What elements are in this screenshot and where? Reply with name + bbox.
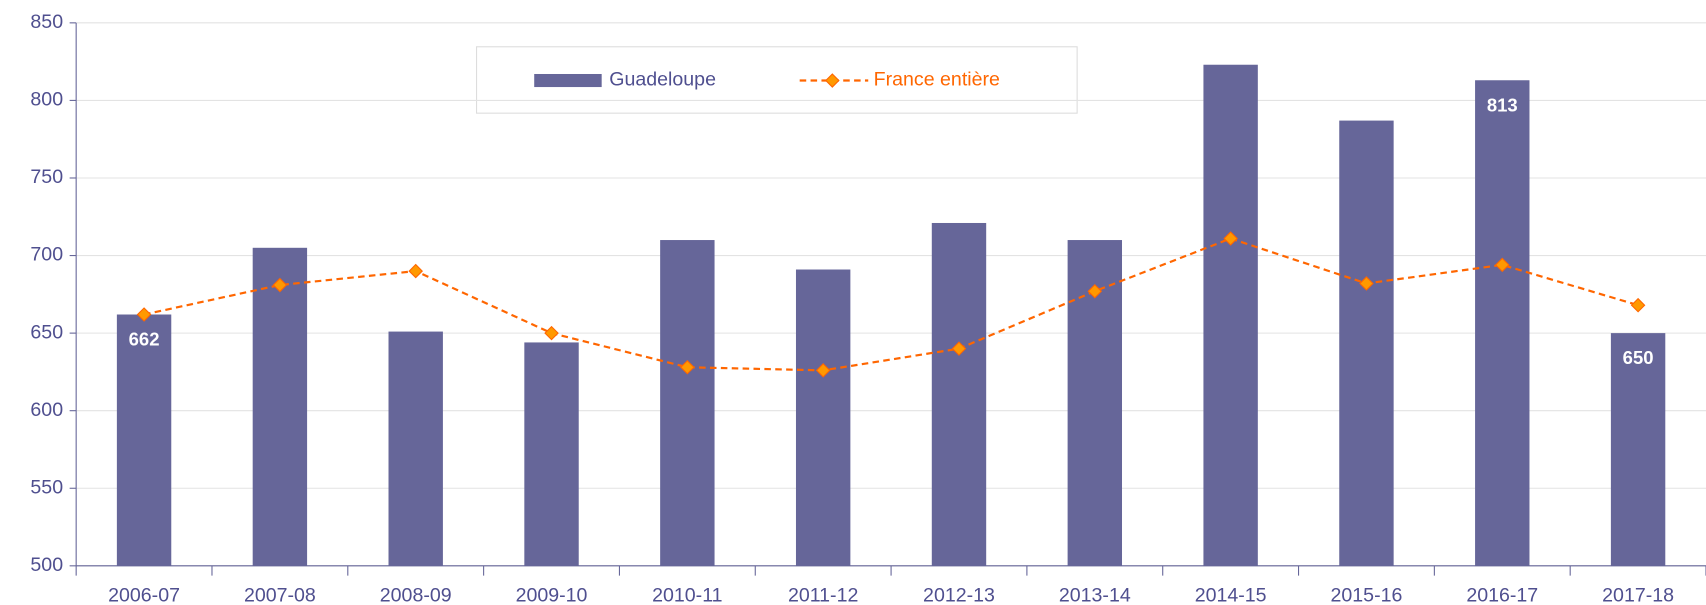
legend-label: France entière — [874, 69, 1000, 91]
legend-marker — [825, 73, 840, 88]
marker — [408, 263, 424, 279]
y-tick-label: 550 — [30, 476, 63, 498]
x-tick-label: 2014-15 — [1195, 584, 1267, 605]
data-label: 813 — [1487, 94, 1518, 115]
y-tick-label: 800 — [30, 89, 63, 111]
y-tick-label: 650 — [30, 321, 63, 343]
bar — [524, 342, 579, 566]
x-tick-label: 2013-14 — [1059, 584, 1131, 605]
marker — [1359, 276, 1374, 291]
marker — [1630, 297, 1646, 313]
x-tick-label: 2011-12 — [788, 584, 858, 605]
marker — [1087, 283, 1103, 299]
marker — [1494, 257, 1510, 273]
legend-label: Guadeloupe — [609, 69, 716, 91]
bar — [1203, 64, 1258, 566]
marker — [136, 307, 152, 322]
bar — [1475, 80, 1530, 566]
bar — [116, 314, 172, 566]
marker — [544, 325, 559, 341]
bar — [795, 269, 851, 566]
x-tick-label: 2012-13 — [923, 584, 995, 605]
x-tick-label: 2015-16 — [1331, 584, 1403, 605]
line — [143, 237, 1639, 372]
marker — [815, 363, 831, 378]
marker — [272, 277, 288, 293]
bar — [252, 247, 308, 566]
marker — [1223, 231, 1238, 246]
x-tick-label: 2016-17 — [1466, 584, 1538, 605]
bar — [660, 240, 715, 566]
x-tick-label: 2008-09 — [380, 584, 452, 605]
x-tick-label: 2010-11 — [652, 584, 722, 605]
x-tick-label: 2006-07 — [108, 584, 180, 605]
y-tick-label: 500 — [30, 554, 63, 576]
bar — [1339, 120, 1394, 566]
x-tick-label: 2009-10 — [516, 584, 588, 605]
data-label: 662 — [129, 329, 160, 350]
marker — [680, 359, 695, 375]
y-tick-label: 850 — [30, 11, 63, 33]
x-tick-label: 2017-18 — [1602, 584, 1674, 605]
bar — [931, 222, 987, 566]
y-tick-label: 700 — [30, 244, 63, 266]
y-tick-label: 750 — [30, 166, 63, 188]
marker — [951, 341, 967, 356]
legend-swatch — [534, 73, 602, 88]
bar — [1610, 333, 1666, 566]
data-label: 650 — [1623, 347, 1654, 368]
bar — [388, 331, 443, 566]
x-tick-label: 2007-08 — [244, 584, 316, 605]
y-tick-label: 600 — [30, 399, 63, 421]
